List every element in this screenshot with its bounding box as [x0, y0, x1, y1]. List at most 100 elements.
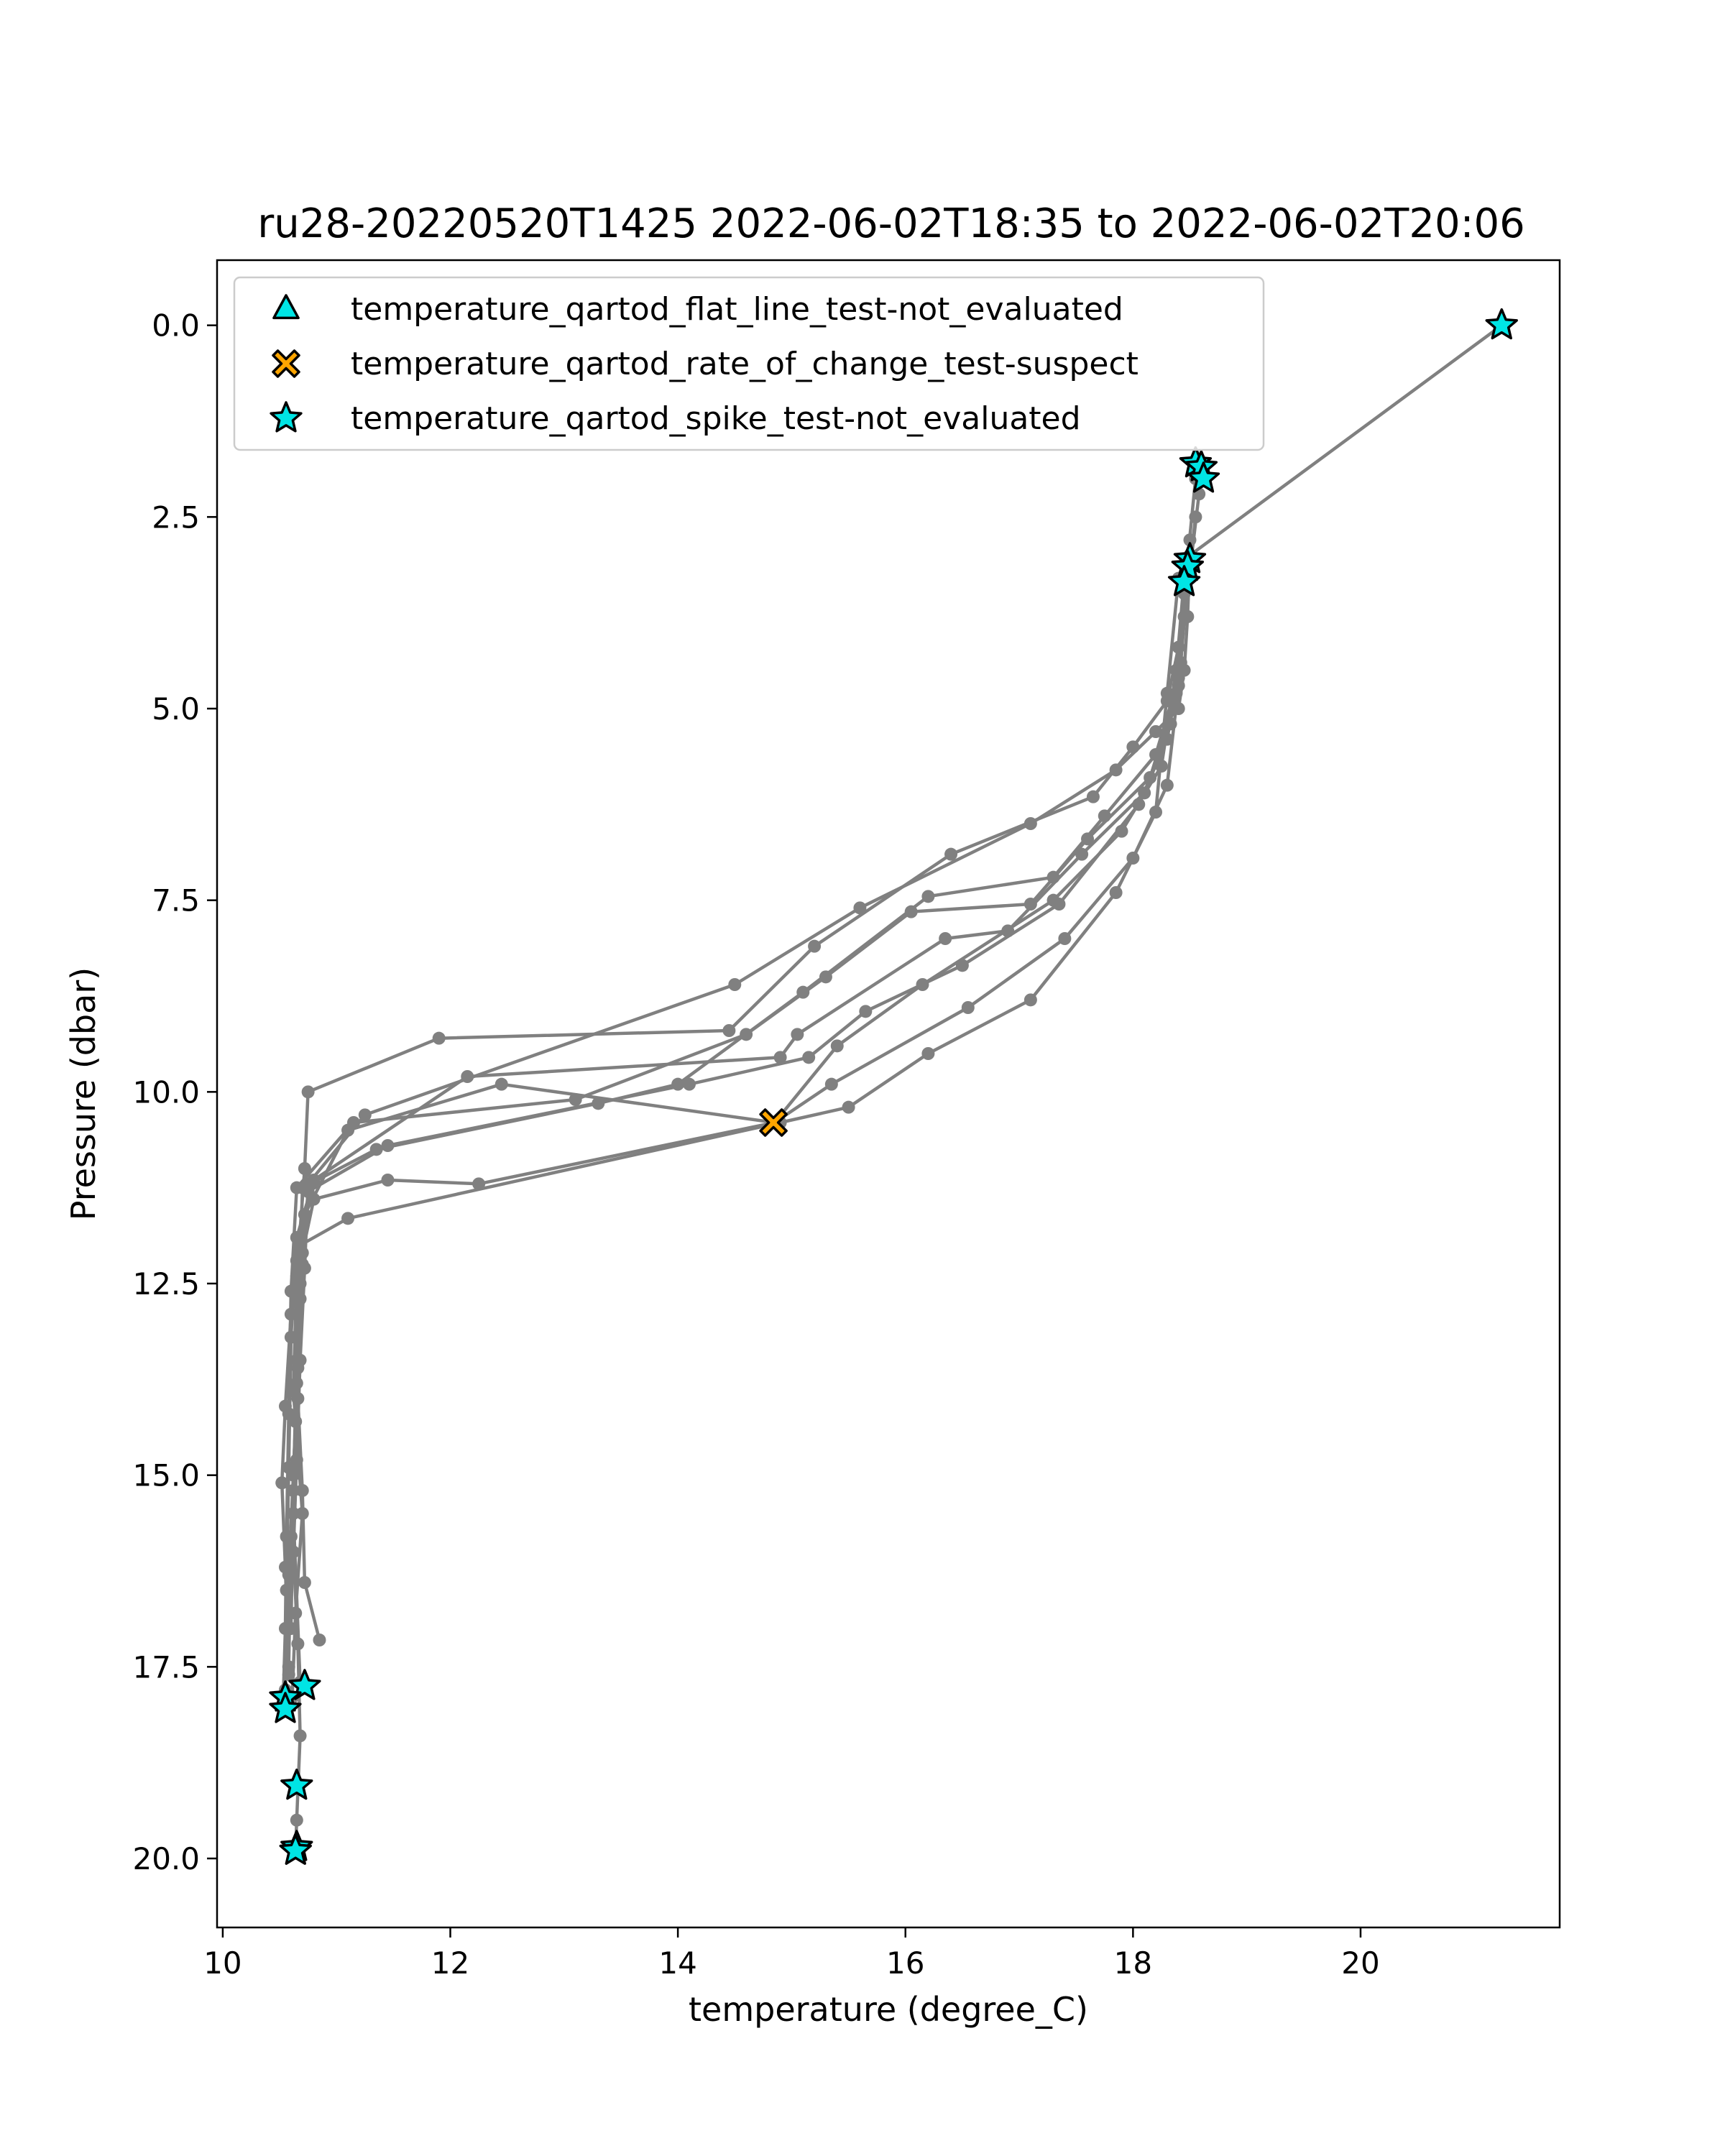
profile-point	[939, 932, 952, 945]
profile-point	[298, 1208, 311, 1221]
profile-lines	[275, 318, 1509, 1858]
chart-title: ru28-20220520T1425 2022-06-02T18:35 to 2…	[257, 201, 1524, 247]
profile-point	[381, 1174, 395, 1187]
profile-point	[961, 1001, 975, 1014]
y-tick-label: 12.5	[132, 1266, 200, 1302]
star-qc-marker	[1167, 565, 1201, 596]
profile-point	[853, 901, 867, 915]
profile-point	[295, 1484, 309, 1497]
profile-point	[275, 1476, 289, 1490]
legend: temperature_qartod_flat_line_test-not_ev…	[233, 276, 1265, 451]
profile-point	[944, 847, 958, 861]
star-qc-marker	[279, 1833, 312, 1865]
profile-point	[341, 1123, 355, 1137]
profile-point	[921, 1047, 935, 1060]
profile-point	[1183, 533, 1197, 547]
x-tick-label: 10	[203, 1945, 242, 1981]
profile-point	[1172, 679, 1185, 692]
profile-point	[1046, 893, 1060, 907]
profile-point	[290, 1813, 303, 1827]
x-tick-label: 12	[431, 1945, 469, 1981]
profile-point	[1109, 886, 1123, 899]
profile-point	[1160, 778, 1174, 792]
profile-point	[381, 1139, 395, 1152]
star-qc-marker	[280, 1768, 313, 1800]
legend-triangle-icon	[272, 294, 300, 320]
profile-point	[290, 1254, 303, 1267]
x-axis-ticks: 10 12 14 16 18 20	[203, 1927, 1380, 1981]
profile-point	[824, 1077, 838, 1091]
profile-point	[307, 1192, 321, 1206]
profile-point	[1024, 993, 1037, 1007]
profile-point	[1149, 806, 1163, 819]
y-tick-label: 10.0	[132, 1074, 200, 1110]
star-qc-marker	[269, 1692, 302, 1723]
plot-frame	[216, 259, 1561, 1929]
star-qc-marker	[1485, 308, 1518, 340]
profile-point	[284, 1307, 298, 1321]
profile-point	[1160, 686, 1174, 700]
profile-point	[1149, 725, 1163, 738]
profile-point	[313, 1634, 326, 1646]
profile-point	[1115, 824, 1128, 838]
x-tick-label: 16	[886, 1945, 924, 1981]
profile-point	[728, 978, 742, 991]
legend-star-icon	[270, 401, 303, 433]
x-tick-label: 14	[658, 1945, 696, 1981]
legend-entry-label: temperature_qartod_spike_test-not_evalua…	[351, 400, 1081, 437]
profile-point	[293, 1238, 307, 1252]
star-qc-marker	[1187, 461, 1220, 493]
profile-point	[298, 1162, 311, 1175]
y-tick-label: 2.5	[152, 499, 200, 535]
profile-point	[1081, 832, 1095, 846]
y-tick-label: 20.0	[132, 1841, 200, 1876]
qc-markers	[269, 308, 1518, 1865]
profile-point	[287, 1484, 300, 1497]
profile-point	[859, 1005, 873, 1018]
profile-point	[802, 1051, 816, 1064]
x-qc-marker	[759, 1108, 788, 1137]
y-tick-label: 5.0	[152, 691, 200, 727]
y-tick-label: 0.0	[152, 308, 200, 344]
y-tick-label: 15.0	[132, 1458, 200, 1493]
profile-point	[358, 1108, 372, 1122]
profile-point	[1189, 510, 1202, 524]
profile-point	[819, 970, 832, 984]
profile-point	[722, 1024, 736, 1037]
profile-point	[432, 1031, 446, 1045]
profile-point	[1058, 932, 1072, 945]
profile-point	[1024, 898, 1037, 911]
profile-point	[1126, 740, 1140, 754]
profile-point	[791, 1028, 804, 1041]
y-axis-ticks: 0.0 2.5 5.0 7.5 10.0 12.5 15.0 17.5 20.0	[132, 308, 217, 1876]
profile-point	[916, 978, 929, 991]
legend-x-icon	[272, 349, 300, 378]
legend-entry-label: temperature_qartod_rate_of_change_test-s…	[351, 346, 1138, 382]
legend-entry-label: temperature_qartod_flat_line_test-not_ev…	[351, 291, 1123, 328]
profile-point	[904, 905, 918, 918]
profile-point	[921, 890, 935, 903]
profile-point	[740, 1028, 753, 1041]
legend-box	[233, 276, 1265, 451]
profile-point	[290, 1353, 303, 1367]
profile-point	[682, 1077, 696, 1091]
profile-point	[830, 1039, 844, 1053]
x-axis-label: temperature (degree_C)	[689, 1990, 1088, 2029]
y-axis-label: Pressure (dbar)	[64, 967, 103, 1220]
profile-point	[282, 1668, 295, 1681]
profile-point	[278, 1399, 292, 1413]
profile-point	[773, 1051, 787, 1064]
y-tick-label: 17.5	[132, 1649, 200, 1685]
profile-point	[494, 1077, 508, 1091]
x-tick-label: 18	[1114, 1945, 1152, 1981]
profile-point	[298, 1576, 311, 1589]
profile-point	[278, 1560, 292, 1574]
profile-point	[307, 1174, 321, 1187]
profile-point	[842, 1100, 855, 1114]
profile-point	[1086, 790, 1100, 803]
profile-point	[293, 1729, 307, 1743]
profile-point	[1075, 847, 1089, 861]
profile-point	[301, 1085, 315, 1099]
y-tick-label: 7.5	[152, 883, 200, 918]
